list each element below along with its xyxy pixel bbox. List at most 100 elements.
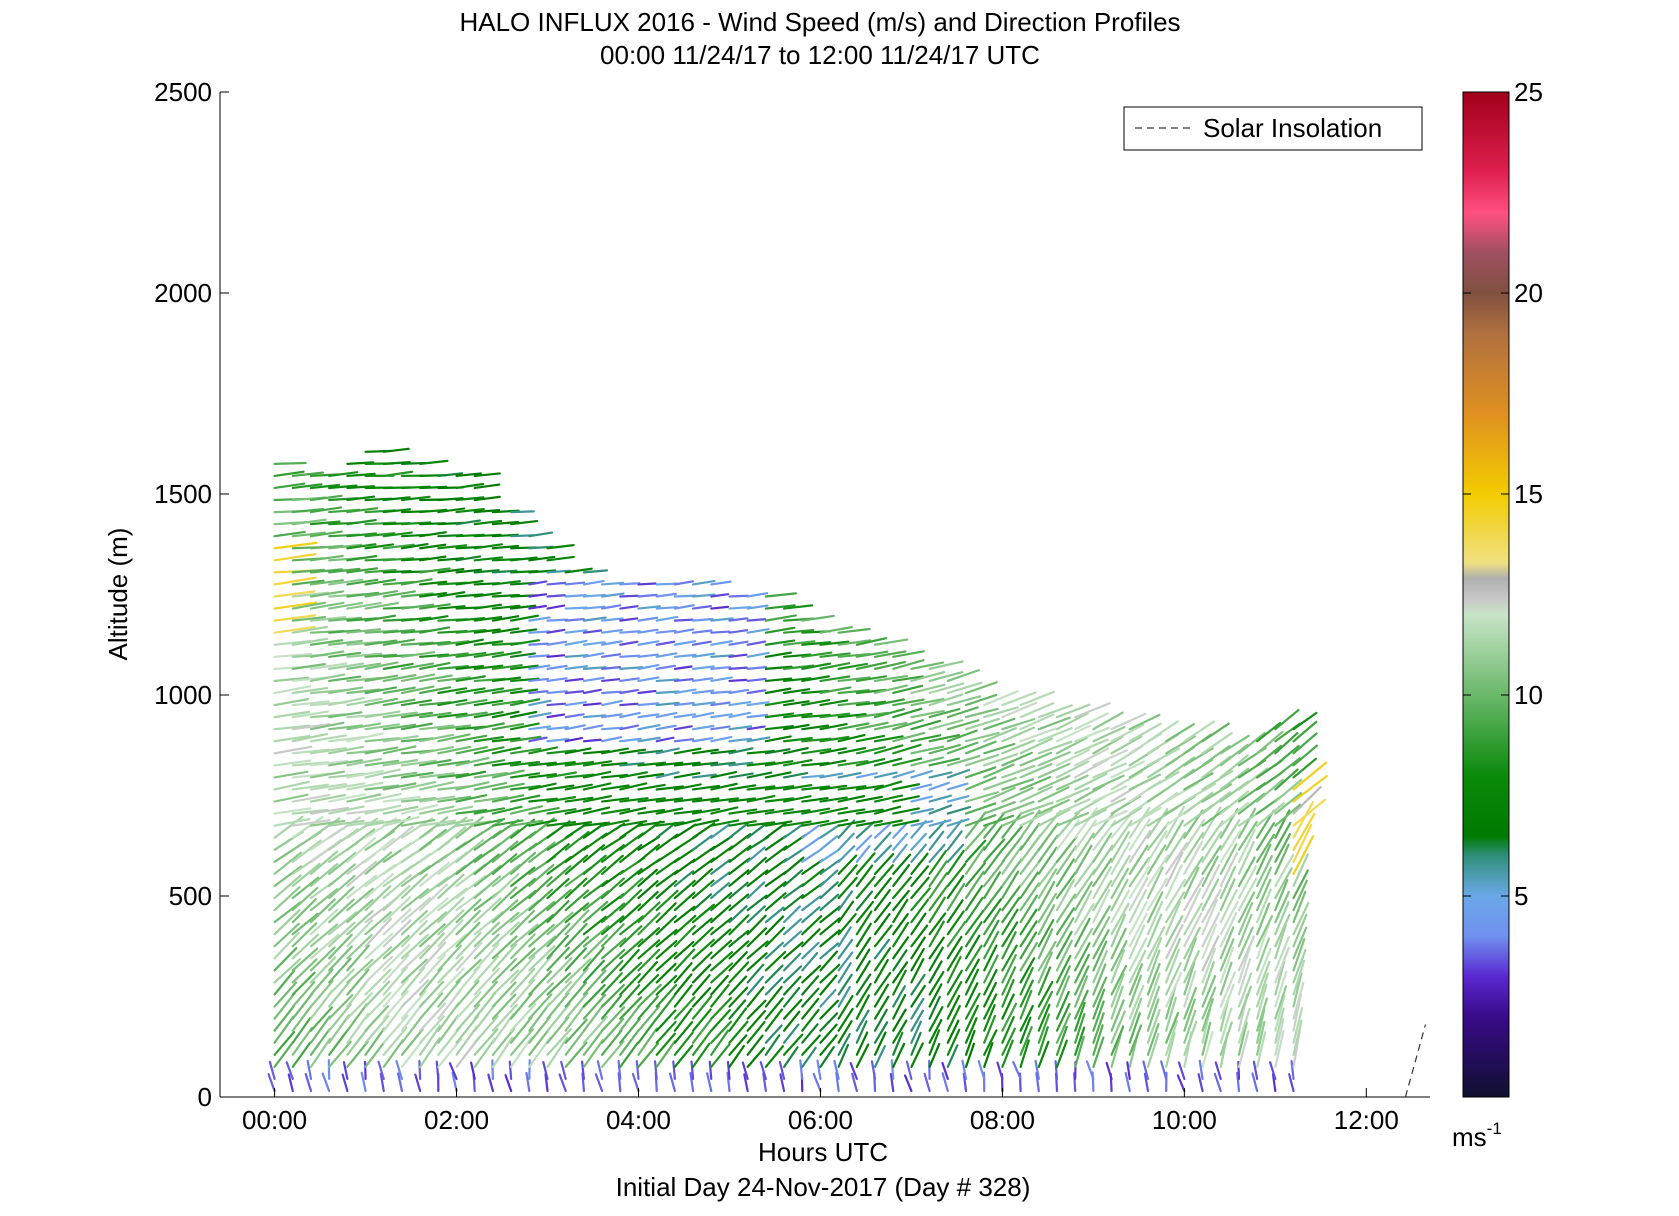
wind-vector	[564, 854, 589, 875]
wind-vector	[510, 1028, 534, 1056]
wind-vector	[764, 1008, 783, 1032]
wind-vector	[691, 593, 716, 598]
wind-vector	[1219, 900, 1239, 936]
wind-vector	[546, 808, 577, 815]
wind-vector	[1110, 927, 1127, 960]
wind-vector	[1001, 811, 1035, 827]
wind-vector	[1074, 808, 1108, 827]
wind-vector	[470, 1061, 476, 1081]
wind-vector	[668, 1072, 676, 1093]
wind-vector	[655, 902, 677, 924]
wind-vector	[764, 785, 795, 791]
wind-vector	[691, 711, 715, 719]
wind-vector	[983, 907, 1002, 936]
wind-vector	[455, 898, 482, 924]
wind-vector	[1146, 972, 1161, 1008]
wind-vector	[837, 771, 862, 779]
wind-vector	[764, 985, 783, 1008]
wind-vector	[928, 819, 947, 839]
wind-vector	[801, 797, 829, 803]
wind-vector	[455, 853, 483, 875]
wind-vector	[819, 1034, 838, 1056]
x-tick-label: 10:00	[1152, 1105, 1217, 1135]
wind-vector	[1201, 947, 1217, 984]
solar-insolation-line	[1404, 1024, 1427, 1098]
wind-vector	[546, 972, 572, 996]
wind-vector	[996, 1061, 1004, 1081]
wind-vector	[273, 909, 301, 936]
wind-vector	[983, 786, 1016, 803]
wind-vector	[1165, 1031, 1176, 1068]
wind-vector	[710, 617, 734, 622]
wind-vector	[382, 1014, 409, 1044]
wind-vector	[837, 733, 866, 743]
wind-vector	[546, 737, 570, 743]
wind-vector	[728, 881, 749, 900]
wind-vector	[892, 1042, 906, 1068]
wind-vector	[328, 863, 356, 888]
wind-vector	[928, 819, 952, 827]
wind-vector	[655, 821, 677, 839]
wind-vector	[346, 910, 374, 936]
wind-vector	[710, 835, 733, 851]
wind-vector	[946, 1004, 961, 1032]
wind-vector	[637, 761, 667, 767]
wind-vector	[491, 873, 520, 900]
wind-vector	[400, 933, 429, 960]
wind-vector	[491, 722, 525, 731]
wind-vector	[819, 806, 849, 815]
wind-vector	[364, 792, 402, 803]
wind-vector	[328, 651, 362, 658]
wind-vector	[637, 653, 659, 658]
wind-vector	[835, 1071, 840, 1093]
wind-vector	[764, 1045, 785, 1068]
wind-vector	[1213, 1072, 1222, 1093]
wind-vector	[928, 719, 964, 731]
wind-vector	[1128, 949, 1147, 984]
wind-vector	[1256, 937, 1270, 972]
wind-vector	[546, 992, 570, 1020]
wind-vector	[655, 962, 677, 984]
wind-vector	[473, 781, 508, 791]
wind-vector	[928, 757, 961, 767]
wind-vector	[637, 983, 662, 1008]
colorbar-unit-exponent: -1	[1487, 1119, 1502, 1138]
wind-vector	[564, 713, 585, 719]
wind-vector	[983, 690, 1019, 707]
wind-vector	[1019, 871, 1039, 900]
wind-vector	[819, 1023, 838, 1044]
wind-vector	[287, 1073, 294, 1093]
wind-vector	[1074, 903, 1095, 936]
wind-vector	[309, 506, 343, 514]
wind-vector	[1201, 806, 1222, 839]
wind-vector	[1274, 1029, 1285, 1068]
wind-vector	[619, 677, 640, 683]
wind-vector	[528, 945, 556, 972]
wind-vector	[1146, 877, 1168, 912]
wind-vector	[309, 968, 334, 996]
wind-vector	[855, 757, 886, 767]
wind-vector	[1001, 993, 1015, 1020]
wind-vector	[291, 839, 322, 863]
wind-vector	[346, 968, 370, 996]
wind-vector	[855, 820, 876, 839]
wind-vector	[1201, 769, 1234, 791]
wind-vector	[728, 1034, 748, 1056]
wind-vector	[964, 982, 979, 1008]
wind-vector	[455, 665, 484, 670]
wind-vector	[437, 733, 471, 743]
wind-vector	[782, 759, 813, 767]
wind-vector	[801, 951, 819, 972]
wind-vector	[910, 973, 926, 996]
wind-vector	[619, 984, 641, 1008]
wind-vector	[1074, 726, 1110, 743]
wind-vector	[528, 1016, 551, 1044]
wind-vector	[1201, 888, 1222, 924]
wind-vector	[291, 1003, 314, 1032]
wind-vector	[1124, 1071, 1131, 1093]
wind-vector	[364, 1005, 390, 1032]
wind-vector	[491, 664, 523, 670]
wind-vector	[728, 606, 752, 610]
wind-vector	[673, 940, 695, 960]
wind-vector	[1110, 735, 1143, 755]
